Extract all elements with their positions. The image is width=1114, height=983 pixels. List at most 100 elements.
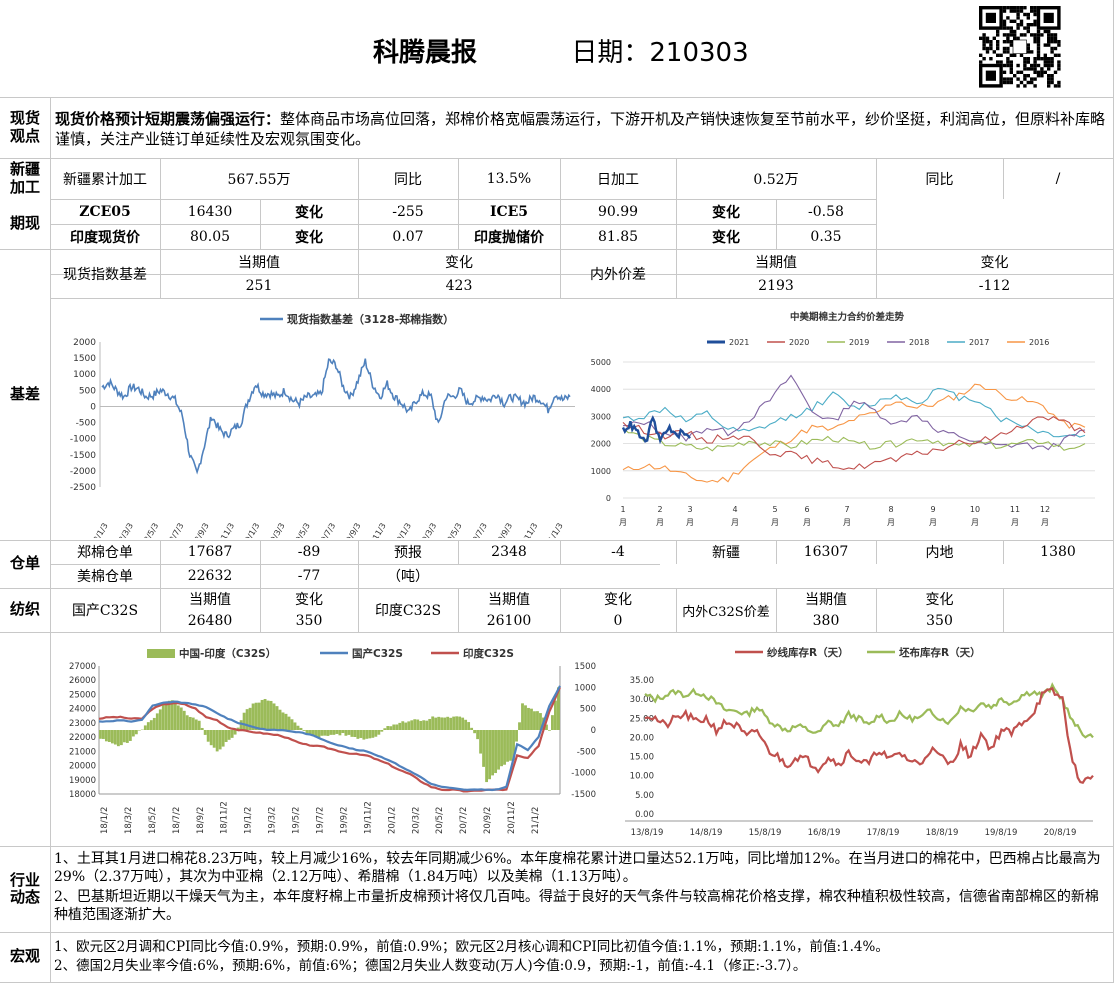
textile-value: 26100: [486, 613, 532, 629]
qr-module: [989, 57, 993, 61]
series-line: [98, 685, 561, 792]
x-tick-label: 2020/9/3: [488, 522, 514, 539]
qr-module: [1057, 53, 1061, 57]
x-tick-label: 月: [656, 518, 664, 527]
x-tick-label: 8: [888, 505, 893, 514]
bar: [287, 716, 291, 730]
qr-module: [985, 40, 990, 44]
qr-module: [1043, 57, 1047, 61]
textile-value: 380: [812, 613, 840, 629]
futures-contract-name: ZCE05: [79, 203, 131, 220]
qr-module: [1036, 46, 1041, 51]
page-title: 科腾晨报: [372, 37, 477, 68]
bar: [179, 707, 183, 730]
bar: [494, 730, 497, 774]
qr-module: [1033, 63, 1037, 68]
y-tick-label: 23000: [69, 719, 96, 729]
bar: [479, 730, 483, 754]
x-tick-label: 2020/1/3: [387, 522, 413, 539]
bar: [182, 710, 186, 730]
qr-module: [1047, 43, 1051, 47]
y-tick-label: 25000: [69, 690, 96, 700]
qr-module: [1013, 29, 1017, 34]
qr-module: [1050, 50, 1054, 54]
textile-value: 350: [926, 613, 953, 629]
bar: [371, 730, 375, 738]
qr-module: [1057, 60, 1061, 64]
bar: [374, 730, 378, 737]
qr-module: [1030, 63, 1034, 68]
bar: [188, 716, 192, 730]
bar: [338, 730, 342, 736]
spot-view-text: 现货价格预计短期震荡偏强运行：整体商品市场高位回落，郑棉价格宽幅震荡运行，下游开…: [55, 109, 1111, 149]
xinjiang-daily-label: 日加工: [597, 171, 639, 188]
bar: [422, 720, 426, 730]
x-tick-label: 18/3/2: [124, 807, 134, 834]
qr-module: [1006, 63, 1010, 68]
bar: [269, 700, 273, 730]
qr-module: [982, 33, 986, 37]
bar: [434, 717, 438, 730]
x-tick-label: 2018/9/3: [185, 522, 211, 539]
qr-module: [1002, 6, 1007, 10]
y2-tick-label: -1000: [571, 769, 596, 779]
textile-domestic-label: 国产C32S: [71, 603, 139, 619]
qr-module: [1036, 29, 1041, 34]
qr-module: [1006, 60, 1010, 64]
qr-module: [1002, 9, 1007, 13]
bar: [200, 727, 204, 730]
x-tick-label: 7: [844, 505, 849, 514]
x-tick-label: 2018/11/3: [208, 522, 236, 539]
y-tick-label: 22000: [69, 733, 96, 743]
bar: [137, 730, 141, 731]
qr-module: [1006, 46, 1010, 51]
bar: [173, 701, 177, 730]
bar: [260, 699, 264, 730]
bar: [341, 730, 345, 734]
x-tick-label: 月: [771, 518, 779, 527]
qr-module: [1036, 36, 1041, 40]
x-tick-label: 20/9/2: [483, 807, 493, 834]
x-tick-label: 20/1/2: [387, 807, 397, 834]
qr-module: [1043, 43, 1047, 47]
qr-logo: [1012, 39, 1027, 54]
futures-change-label: 变化: [712, 204, 740, 221]
qr-module: [1026, 43, 1030, 47]
series-line: [621, 415, 691, 445]
xinjiang-daily-yoy-label: 同比: [925, 171, 954, 188]
qr-module: [1023, 74, 1027, 78]
basis-change-header: 变化: [445, 254, 473, 271]
y-tick-label: 24000: [69, 705, 96, 715]
bar: [281, 712, 285, 730]
qr-module: [1002, 50, 1007, 54]
qr-module: [1026, 50, 1030, 54]
bar: [305, 730, 309, 734]
qr-module: [1016, 36, 1020, 40]
y-tick-label: 5.00: [635, 791, 654, 801]
bar: [506, 730, 509, 762]
warehouse-cell: 22632: [187, 568, 233, 584]
qr-module: [1016, 6, 1020, 10]
bar: [356, 730, 360, 739]
x-tick-label: 5: [772, 505, 777, 514]
x-tick-label: 月: [929, 518, 937, 527]
y-tick-label: 15.00: [630, 753, 654, 763]
qr-module: [1050, 33, 1054, 37]
bar: [530, 708, 533, 730]
bar: [332, 730, 336, 735]
qr-module: [979, 60, 983, 64]
qr-module: [985, 46, 990, 51]
macro-news-1: 1、欧元区2月调和CPI同比今值:0.9%，预期:0.9%，前值:0.9%；欧元…: [54, 939, 889, 955]
qr-module: [999, 60, 1003, 64]
y-tick-label: 3000: [591, 412, 611, 421]
bar: [254, 702, 258, 730]
qr-module: [1053, 53, 1058, 57]
qr-finder: [985, 70, 996, 81]
bar: [293, 722, 297, 730]
bar: [425, 720, 429, 730]
bar: [197, 720, 201, 730]
x-tick-label: 月: [887, 518, 895, 527]
bar: [128, 730, 132, 741]
spot-view-lead: 现货价格预计短期震荡偏强运行：: [55, 110, 281, 128]
qr-module: [1009, 33, 1013, 37]
